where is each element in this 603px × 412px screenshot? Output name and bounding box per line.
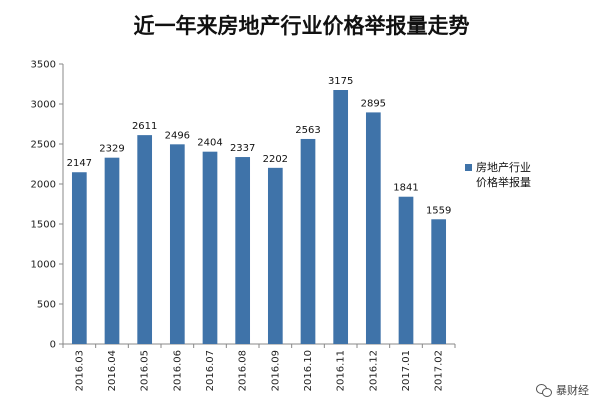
data-label: 2404 — [197, 138, 222, 149]
x-tick-label: 2016.05 — [140, 350, 151, 391]
legend-swatch — [465, 164, 472, 171]
bar-series: 2147 2329 2611 2496 2404 2337 2202 2563 3175 2895… — [67, 76, 451, 345]
watermark: 暴财经 — [536, 382, 589, 398]
x-tick-label: 2016.06 — [172, 350, 183, 391]
y-tick-label: 500 — [37, 300, 56, 311]
y-tick-label: 1000 — [31, 260, 56, 271]
x-tick-label: 2017.01 — [401, 350, 412, 391]
x-tick-label: 2016.12 — [368, 350, 379, 391]
legend-label: 价格举报量 — [476, 175, 531, 189]
bar — [202, 151, 218, 344]
legend-label: 房地产行业 — [476, 160, 531, 174]
bar — [365, 112, 381, 345]
data-label: 2563 — [295, 125, 320, 136]
data-label: 2202 — [263, 154, 288, 165]
x-tick-label: 2016.04 — [107, 350, 118, 391]
data-label: 2337 — [230, 143, 255, 154]
chart-axes: 0 500 1000 1500 2000 2500 3000 3500 2016.03 2016.… — [31, 60, 456, 391]
bar — [235, 157, 251, 344]
wechat-icon — [536, 384, 552, 397]
x-tick-label: 2017.02 — [434, 350, 445, 391]
y-tick-label: 0 — [50, 340, 56, 351]
y-tick-label: 2000 — [31, 180, 56, 191]
data-label: 3175 — [328, 76, 353, 87]
x-tick-label: 2016.03 — [74, 350, 85, 391]
y-tick-label: 3000 — [31, 100, 56, 111]
data-label: 2895 — [361, 98, 386, 109]
data-label: 1841 — [393, 183, 418, 194]
bar — [398, 196, 414, 344]
bar — [71, 172, 87, 344]
chart-legend: 房地产行业价格举报量 — [465, 160, 531, 189]
x-tick-label: 2016.11 — [336, 350, 347, 391]
x-tick-label: 2016.08 — [238, 350, 249, 391]
bar — [267, 167, 283, 344]
watermark-text: 暴财经 — [556, 384, 589, 397]
x-tick-label: 2016.07 — [205, 350, 216, 391]
y-tick-label: 1500 — [31, 220, 56, 231]
data-label: 2611 — [132, 121, 157, 132]
data-label: 2329 — [99, 144, 124, 155]
bar — [137, 135, 153, 344]
x-tick-label: 2016.09 — [270, 350, 281, 391]
bar — [104, 157, 120, 344]
chart-title: 近一年来房地产行业价格举报量走势 — [133, 13, 470, 38]
bar — [300, 138, 316, 344]
bar — [333, 90, 349, 344]
bar — [169, 144, 185, 344]
bar — [431, 219, 447, 344]
data-label: 2147 — [67, 158, 92, 169]
data-label: 1559 — [426, 205, 451, 216]
y-tick-label: 2500 — [31, 140, 56, 151]
y-tick-label: 3500 — [31, 60, 56, 71]
data-label: 2496 — [165, 130, 190, 141]
x-tick-label: 2016.10 — [303, 350, 314, 391]
